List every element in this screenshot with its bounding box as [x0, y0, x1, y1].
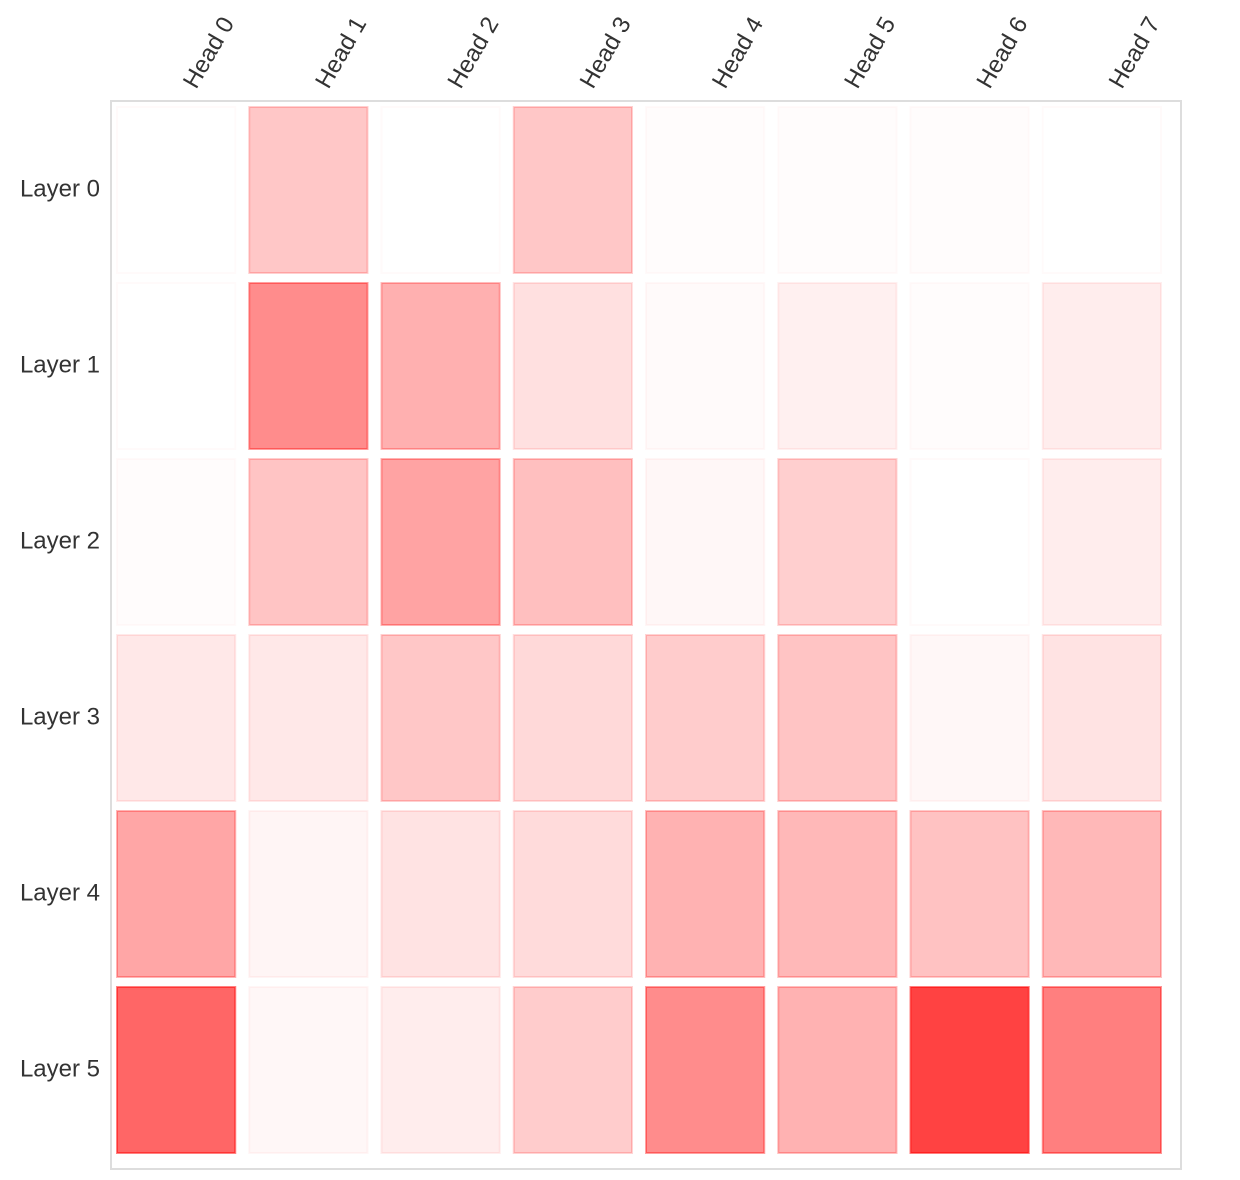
column-label: Head 0: [178, 12, 240, 93]
heatmap-cell: [117, 107, 235, 273]
row-label: Layer 5: [20, 1055, 100, 1082]
heatmap-cell: [248, 634, 369, 802]
heatmap-cell: [777, 282, 898, 450]
column-label: Head 6: [971, 12, 1033, 93]
heatmap-cell: [380, 810, 501, 978]
row-label: Layer 2: [20, 527, 100, 554]
heatmap-cell: [512, 634, 633, 802]
heatmap-cell: [911, 635, 1029, 801]
heatmap-cell: [909, 810, 1030, 978]
heatmap-cell: [380, 986, 501, 1154]
heatmap-cell: [645, 810, 766, 978]
heatmap-cell: [380, 282, 501, 450]
row-label: Layer 4: [20, 879, 100, 906]
heatmap-cell: [777, 634, 898, 802]
heatmap-cell: [512, 106, 633, 274]
column-label: Head 1: [310, 12, 372, 93]
heatmap-cell: [1041, 634, 1162, 802]
column-label: Head 2: [442, 12, 504, 93]
heatmap-cell: [382, 107, 500, 273]
heatmap-cell: [512, 810, 633, 978]
heatmap-cell: [248, 458, 369, 626]
heatmap-cell: [911, 107, 1029, 273]
heatmap-cell: [512, 282, 633, 450]
heatmap-cell: [645, 986, 766, 1154]
heatmap-cell: [116, 986, 237, 1154]
heatmap-cell: [116, 634, 237, 802]
heatmap-cell: [777, 458, 898, 626]
heatmap-cell: [248, 282, 369, 450]
heatmap-cell: [645, 634, 766, 802]
heatmap-cell: [249, 987, 367, 1153]
heatmap-cell: [116, 810, 237, 978]
heatmap-cell: [646, 283, 764, 449]
column-label: Head 4: [707, 12, 769, 93]
column-labels: Head 0 Head 1 Head 2 Head 3 Head 4 Head 5 Head…: [178, 12, 1166, 93]
column-label: Head 7: [1104, 12, 1166, 93]
heatmap-cell: [646, 459, 764, 625]
row-labels: Layer 0 Layer 1 Layer 2 Layer 3 Layer 4 Layer…: [20, 175, 100, 1082]
row-label: Layer 3: [20, 703, 100, 730]
heatmap-cell: [1041, 282, 1162, 450]
heatmap-cell: [512, 458, 633, 626]
heatmap-cell: [909, 986, 1030, 1154]
heatmap-cell: [248, 810, 369, 978]
heatmap-cell: [777, 810, 898, 978]
column-label: Head 3: [575, 12, 637, 93]
plot-frame: [110, 100, 1182, 1170]
heatmap-cell: [380, 458, 501, 626]
heatmap-cell: [117, 283, 235, 449]
heatmap-cell: [380, 634, 501, 802]
heatmap-cell: [777, 986, 898, 1154]
heatmap-cell: [1041, 810, 1162, 978]
row-label: Layer 1: [20, 351, 100, 378]
heatmap-cell: [1041, 986, 1162, 1154]
column-label: Head 5: [839, 12, 901, 93]
heatmap-cell: [911, 459, 1029, 625]
row-label: Layer 0: [20, 175, 100, 202]
heatmap-cell: [117, 459, 235, 625]
heatmap-cells: [116, 106, 1162, 1154]
heatmap-cell: [911, 283, 1029, 449]
heatmap-cell: [1043, 107, 1161, 273]
heatmap-cell: [646, 107, 764, 273]
heatmap-cell: [1041, 458, 1162, 626]
heatmap-cell: [512, 986, 633, 1154]
heatmap-cell: [248, 106, 369, 274]
heatmap-cell: [778, 107, 896, 273]
